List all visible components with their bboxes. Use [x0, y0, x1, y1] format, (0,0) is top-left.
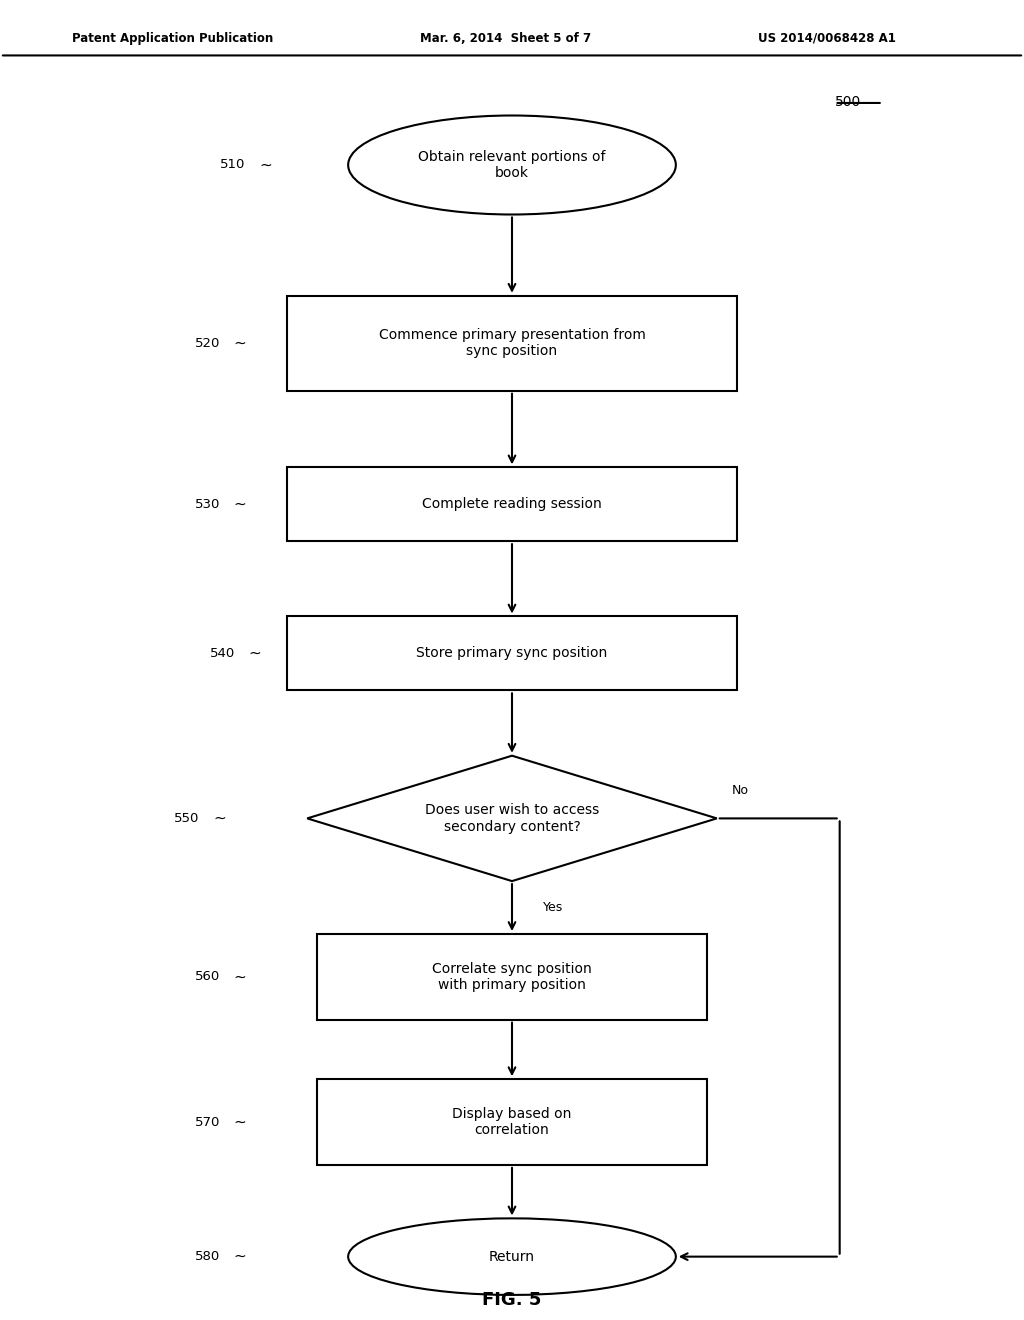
- Text: ∼: ∼: [233, 969, 246, 985]
- FancyBboxPatch shape: [317, 1080, 707, 1166]
- Text: Patent Application Publication: Patent Application Publication: [72, 32, 273, 45]
- Text: ∼: ∼: [213, 810, 225, 826]
- Text: ∼: ∼: [233, 496, 246, 512]
- FancyBboxPatch shape: [287, 467, 737, 541]
- Text: 520: 520: [195, 337, 220, 350]
- Text: Correlate sync position
with primary position: Correlate sync position with primary pos…: [432, 962, 592, 991]
- Text: 500: 500: [835, 95, 861, 110]
- Text: Store primary sync position: Store primary sync position: [417, 647, 607, 660]
- Text: Commence primary presentation from
sync position: Commence primary presentation from sync …: [379, 329, 645, 358]
- Text: 530: 530: [195, 498, 220, 511]
- Text: Obtain relevant portions of
book: Obtain relevant portions of book: [418, 150, 606, 180]
- Text: ∼: ∼: [259, 157, 271, 173]
- Text: 540: 540: [210, 647, 236, 660]
- Text: 510: 510: [220, 158, 246, 172]
- Text: US 2014/0068428 A1: US 2014/0068428 A1: [758, 32, 896, 45]
- Text: 560: 560: [195, 970, 220, 983]
- Text: FIG. 5: FIG. 5: [482, 1291, 542, 1309]
- FancyBboxPatch shape: [287, 296, 737, 391]
- Polygon shape: [307, 755, 717, 882]
- Text: ∼: ∼: [233, 1114, 246, 1130]
- Text: Display based on
correlation: Display based on correlation: [453, 1107, 571, 1137]
- Text: Complete reading session: Complete reading session: [422, 498, 602, 511]
- Text: ∼: ∼: [233, 1249, 246, 1265]
- Text: ∼: ∼: [233, 335, 246, 351]
- Ellipse shape: [348, 1218, 676, 1295]
- Text: Yes: Yes: [543, 902, 563, 913]
- FancyBboxPatch shape: [317, 935, 707, 1019]
- Text: Does user wish to access
secondary content?: Does user wish to access secondary conte…: [425, 804, 599, 833]
- Text: 570: 570: [195, 1115, 220, 1129]
- Text: No: No: [732, 784, 750, 797]
- Text: 580: 580: [195, 1250, 220, 1263]
- Text: 550: 550: [174, 812, 200, 825]
- FancyBboxPatch shape: [287, 616, 737, 690]
- Ellipse shape: [348, 116, 676, 214]
- Text: ∼: ∼: [249, 645, 261, 661]
- Text: Return: Return: [489, 1250, 535, 1263]
- Text: Mar. 6, 2014  Sheet 5 of 7: Mar. 6, 2014 Sheet 5 of 7: [420, 32, 591, 45]
